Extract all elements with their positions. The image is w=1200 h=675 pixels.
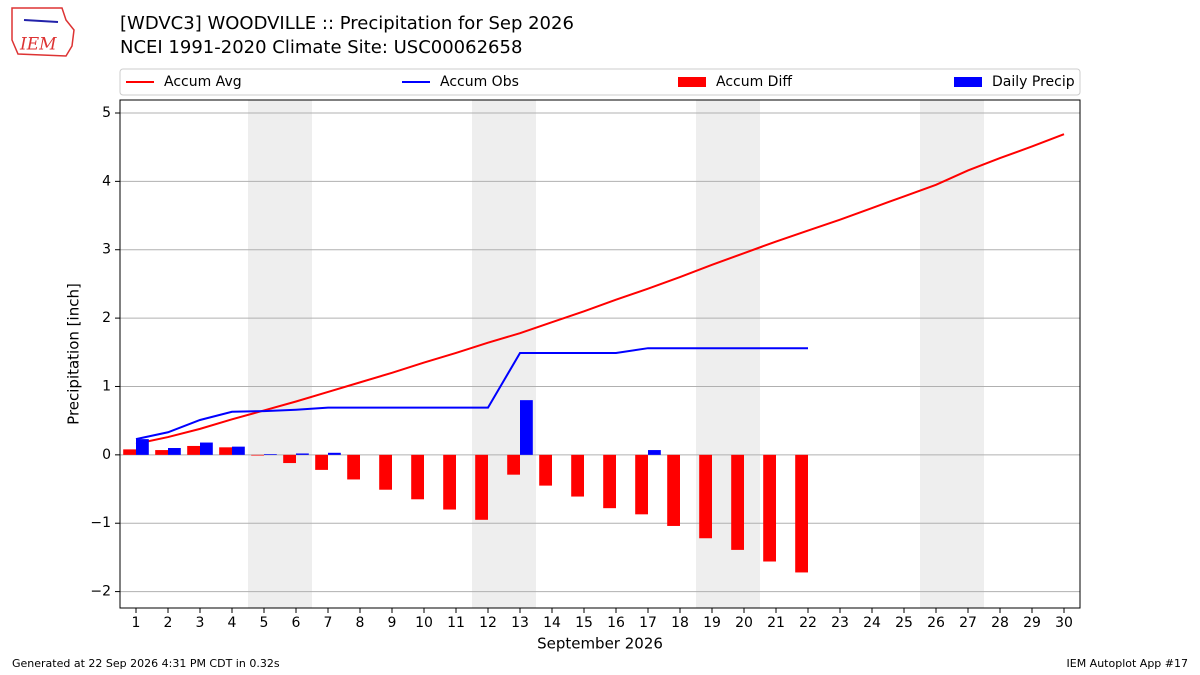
x-tick-label: 29 — [1023, 615, 1041, 631]
bar — [200, 442, 213, 455]
legend-label: Accum Diff — [716, 74, 792, 90]
legend-box — [119, 68, 1081, 96]
legend-label: Daily Precip — [992, 74, 1075, 90]
bar — [251, 454, 264, 456]
logo: IEM — [11, 7, 75, 57]
logo-icon — [23, 19, 59, 23]
bar — [328, 452, 341, 455]
x-tick-label: 1 — [132, 615, 141, 631]
bar — [571, 454, 584, 497]
bar — [763, 454, 776, 562]
weekend-shade — [920, 100, 984, 608]
bar — [603, 454, 616, 509]
y-tick-label: −2 — [90, 584, 111, 600]
chart-subtitle: NCEI 1991-2020 Climate Site: USC00062658 — [120, 37, 522, 58]
legend-marker — [678, 77, 706, 87]
y-tick-label: 0 — [102, 447, 111, 463]
bar — [232, 446, 245, 455]
bar — [264, 454, 277, 455]
x-tick-label: 22 — [799, 615, 817, 631]
x-tick-label: 7 — [324, 615, 333, 631]
y-tick-label: 3 — [102, 242, 111, 258]
x-tick-label: 2 — [164, 615, 173, 631]
x-tick-label: 13 — [511, 615, 529, 631]
x-tick-label: 6 — [292, 615, 301, 631]
legend-marker — [954, 77, 982, 87]
x-tick-label: 9 — [388, 615, 397, 631]
weekend-shade — [248, 100, 312, 608]
x-tick-label: 16 — [607, 615, 625, 631]
bar — [795, 454, 808, 573]
x-tick-label: 10 — [415, 615, 433, 631]
legend-label: Accum Obs — [440, 74, 519, 90]
bar — [315, 454, 328, 470]
y-axis-label: Precipitation [inch] — [65, 283, 83, 425]
bar — [136, 439, 149, 455]
x-tick-label: 14 — [543, 615, 561, 631]
bar — [411, 454, 424, 500]
plot-frame — [119, 99, 1081, 609]
x-tick-label: 12 — [479, 615, 497, 631]
bar — [347, 454, 360, 480]
x-tick-label: 25 — [895, 615, 913, 631]
y-tick-label: −1 — [90, 515, 111, 531]
x-tick-label: 19 — [703, 615, 721, 631]
y-tick-label: 1 — [102, 378, 111, 394]
bar — [187, 445, 200, 455]
footer-left: Generated at 22 Sep 2026 4:31 PM CDT in … — [12, 657, 280, 670]
x-tick-label: 30 — [1055, 615, 1073, 631]
x-tick-label: 3 — [196, 615, 205, 631]
bar — [168, 448, 181, 455]
y-tick-label: 2 — [102, 310, 111, 326]
x-tick-label: 21 — [767, 615, 785, 631]
x-axis-label: September 2026 — [537, 635, 663, 653]
x-tick-label: 26 — [927, 615, 945, 631]
bar — [520, 400, 533, 455]
bar — [699, 454, 712, 539]
bar — [635, 454, 648, 515]
bar — [667, 454, 680, 526]
x-tick-label: 4 — [228, 615, 237, 631]
bar — [507, 454, 520, 475]
bar — [155, 450, 168, 455]
legend-label: Accum Avg — [164, 74, 242, 90]
logo-text: IEM — [19, 35, 57, 55]
x-tick-label: 24 — [863, 615, 881, 631]
x-tick-label: 8 — [356, 615, 365, 631]
line — [135, 347, 808, 441]
x-tick-label: 18 — [671, 615, 689, 631]
line — [135, 133, 1065, 445]
chart-title: [WDVC3] WOODVILLE :: Precipitation for S… — [120, 13, 574, 34]
x-tick-label: 20 — [735, 615, 753, 631]
bar — [648, 450, 661, 455]
bar — [475, 454, 488, 520]
y-tick-label: 5 — [102, 105, 111, 121]
bar — [443, 454, 456, 510]
bar — [219, 447, 232, 455]
y-tick-label: 4 — [102, 173, 111, 189]
bar — [296, 453, 309, 455]
x-tick-label: 17 — [639, 615, 657, 631]
weekend-shade — [472, 100, 536, 608]
bar — [379, 454, 392, 490]
x-tick-label: 11 — [447, 615, 465, 631]
x-tick-label: 27 — [959, 615, 977, 631]
x-tick-label: 5 — [260, 615, 269, 631]
x-tick-label: 23 — [831, 615, 849, 631]
bar — [539, 454, 552, 486]
x-tick-label: 28 — [991, 615, 1009, 631]
bar — [283, 454, 296, 464]
bar — [123, 449, 136, 455]
footer-right: IEM Autoplot App #17 — [1067, 657, 1189, 670]
bar — [731, 454, 744, 550]
x-tick-label: 15 — [575, 615, 593, 631]
